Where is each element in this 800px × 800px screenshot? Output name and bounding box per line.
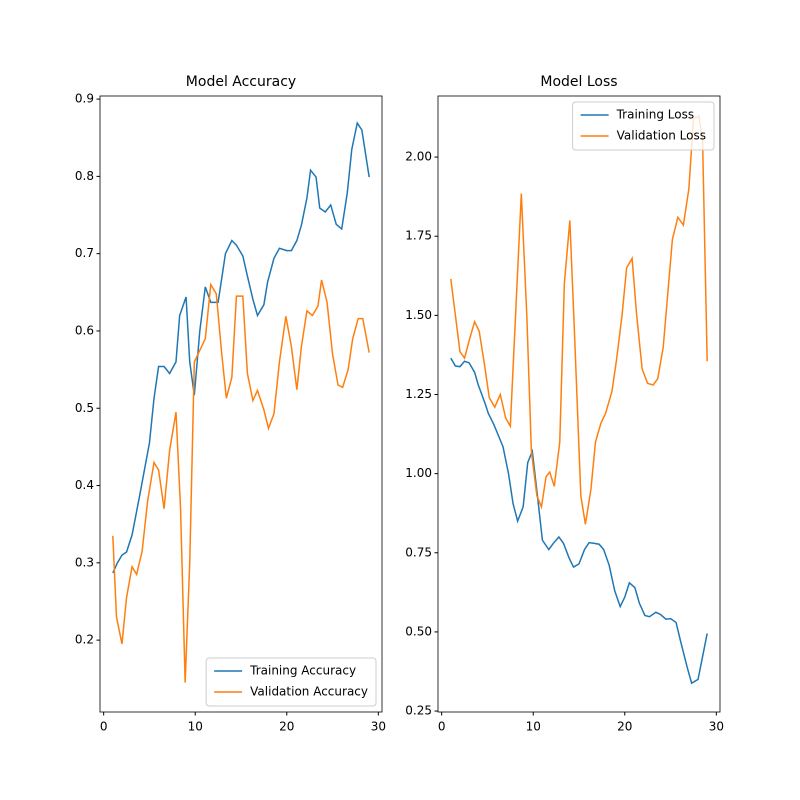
y-tick-label: 0.6 <box>75 323 94 337</box>
x-tick-label: 20 <box>279 720 294 734</box>
data-line <box>112 121 370 574</box>
x-tick-label: 0 <box>100 720 108 734</box>
x-tick-label: 10 <box>188 720 203 734</box>
y-tick-label: 0.3 <box>75 555 94 569</box>
y-tick-label: 0.2 <box>75 633 94 647</box>
y-tick-label: 0.7 <box>75 246 94 260</box>
y-tick-label: 0.5 <box>75 401 94 415</box>
x-tick-label: 10 <box>526 720 541 734</box>
x-tick-label: 0 <box>438 720 446 734</box>
data-line <box>112 279 370 683</box>
chart-title: Model Loss <box>540 74 617 90</box>
y-tick-label: 1.25 <box>405 387 432 401</box>
legend-frame <box>572 101 715 151</box>
x-tick-label: 30 <box>371 720 386 734</box>
y-tick-label: 0.8 <box>75 169 94 183</box>
legend: Training Accuracy Validation Accuracy <box>205 657 377 707</box>
legend-label: Training Accuracy <box>249 664 356 678</box>
subplot: Model Loss 0 10 20 30 0.25 0.50 0.75 1.00 1.25 1.5… <box>405 74 724 734</box>
y-tick-label: 0.25 <box>405 704 432 718</box>
legend-label: Training Loss <box>616 108 694 122</box>
axes-frame <box>437 95 721 713</box>
axes-frame <box>99 95 383 713</box>
y-tick-label: 0.4 <box>75 478 94 492</box>
subplot: Model Accuracy 0 10 20 30 0.2 0.3 0.4 0.5 0.6 0.7 0… <box>75 74 386 734</box>
y-tick-label: 1.50 <box>405 308 432 322</box>
chart-title: Model Accuracy <box>186 74 296 90</box>
data-line <box>450 357 708 685</box>
y-tick-label: 2.00 <box>405 150 432 164</box>
y-tick-label: 0.50 <box>405 624 432 638</box>
x-tick-label: 30 <box>709 720 724 734</box>
legend-label: Validation Loss <box>617 129 706 143</box>
y-tick-label: 0.75 <box>405 545 432 559</box>
data-line <box>450 114 708 525</box>
legend-label: Validation Accuracy <box>250 685 368 699</box>
y-tick-label: 1.75 <box>405 229 432 243</box>
y-tick-label: 0.9 <box>75 92 94 106</box>
y-tick-label: 1.00 <box>405 466 432 480</box>
legend-frame <box>205 657 377 707</box>
x-tick-label: 20 <box>617 720 632 734</box>
legend: Training Loss Validation Loss <box>572 101 715 151</box>
